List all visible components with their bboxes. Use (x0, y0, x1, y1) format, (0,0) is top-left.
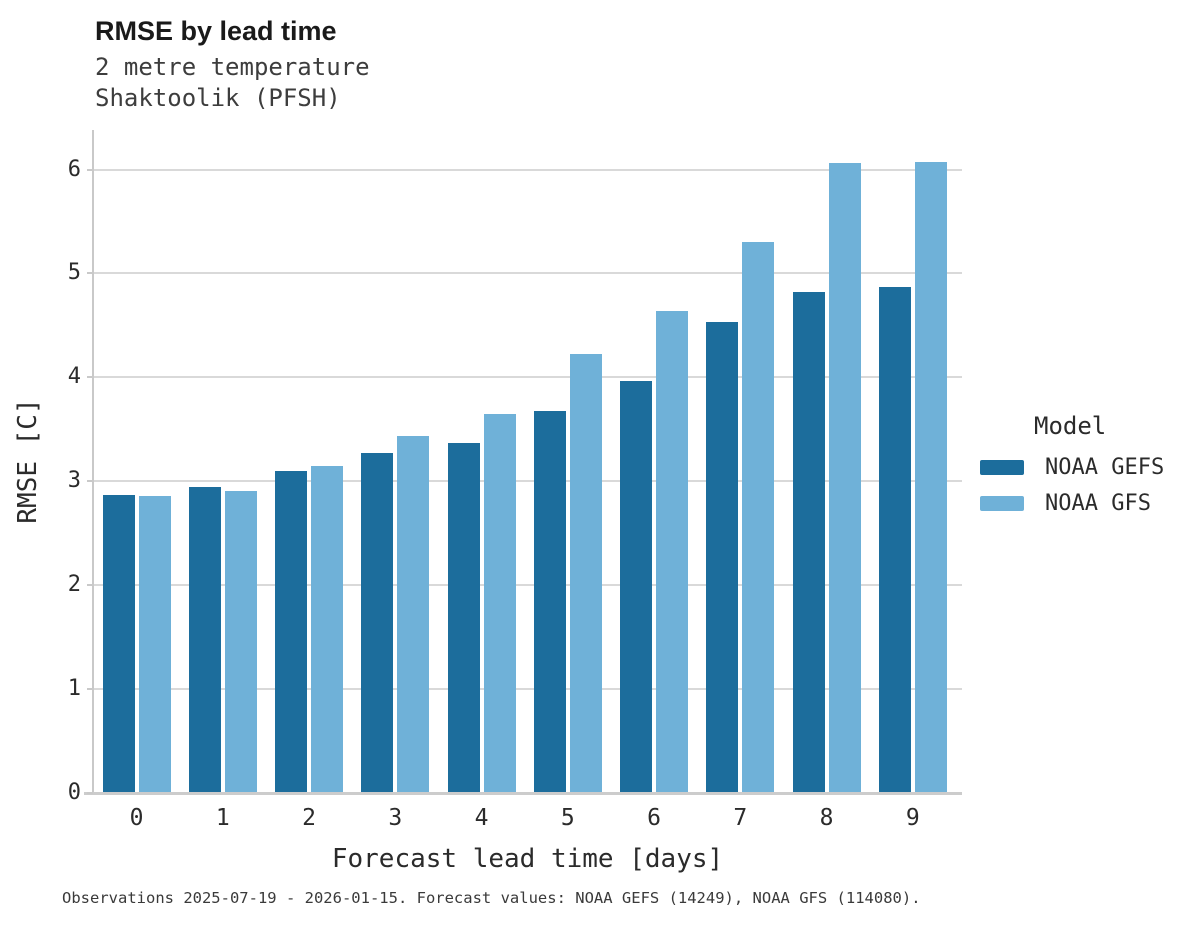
x-tick-label: 8 (819, 805, 834, 831)
bar-noaa-gfs-day9 (914, 162, 947, 793)
chart-subtitle: 2 metre temperature Shaktoolik (PFSH) (95, 52, 370, 114)
legend-swatch (980, 495, 1024, 511)
footer-note: Observations 2025-07-19 - 2026-01-15. Fo… (62, 889, 921, 907)
legend-item: NOAA GEFS (980, 454, 1180, 480)
bar-noaa-gfs-day5 (569, 354, 602, 793)
legend-title: Model (1034, 412, 1107, 440)
y-axis-tick (87, 272, 93, 275)
gridline (93, 272, 962, 275)
y-axis-tick (87, 480, 93, 483)
y-tick-label: 0 (67, 780, 81, 805)
bar-noaa-gefs-day0 (102, 494, 135, 793)
y-tick-label: 6 (67, 156, 81, 182)
chart-subtitle-line2: Shaktoolik (PFSH) (95, 84, 341, 112)
legend-items: NOAA GEFS NOAA GFS (980, 454, 1180, 516)
gridline (93, 168, 962, 171)
y-axis-line (92, 130, 94, 795)
y-axis-tick (87, 584, 93, 587)
bar-noaa-gfs-day1 (224, 490, 257, 793)
bar-noaa-gefs-day6 (620, 381, 652, 793)
x-axis-line (84, 792, 962, 795)
x-tick-label: 1 (215, 805, 230, 831)
gridline (93, 584, 962, 587)
bar-noaa-gfs-day0 (138, 495, 171, 793)
gridline (93, 688, 962, 691)
y-tick-label: 2 (67, 572, 81, 598)
bar-noaa-gefs-day9 (878, 286, 911, 793)
bar-noaa-gefs-day8 (792, 292, 825, 793)
x-tick-label: 2 (302, 805, 316, 831)
y-axis-tick (87, 792, 93, 794)
plot-area (84, 130, 962, 795)
chart-title: RMSE by lead time (95, 16, 337, 46)
bar-noaa-gefs-day3 (361, 453, 394, 793)
x-tick-label: 6 (647, 805, 661, 831)
bar-noaa-gefs-day4 (447, 442, 480, 793)
legend-swatch (980, 459, 1024, 475)
gridline (93, 480, 962, 483)
y-axis-tick (87, 376, 93, 379)
bar-noaa-gefs-day5 (533, 410, 566, 793)
x-tick-label: 5 (560, 805, 575, 831)
y-axis-labels: 0 1 2 3 4 5 6 (0, 130, 81, 804)
y-tick-label: 1 (67, 676, 81, 702)
y-axis-tick (87, 688, 93, 691)
bar-noaa-gfs-day3 (397, 435, 430, 793)
x-axis-title: Forecast lead time [days] (331, 844, 724, 874)
x-tick-label: 3 (388, 805, 403, 831)
gridline (93, 376, 962, 379)
y-tick-label: 3 (67, 468, 81, 494)
y-tick-label: 5 (67, 260, 81, 286)
x-tick-label: 7 (733, 805, 748, 831)
x-tick-label: 9 (905, 805, 920, 831)
bar-noaa-gefs-day1 (188, 487, 221, 793)
bar-noaa-gfs-day2 (311, 465, 343, 793)
x-tick-label: 4 (474, 805, 489, 831)
y-tick-label: 4 (67, 364, 81, 390)
bar-noaa-gefs-day2 (275, 470, 307, 793)
bar-noaa-gfs-day8 (828, 163, 861, 793)
legend-item-label: NOAA GFS (1045, 490, 1151, 516)
chart-subtitle-line1: 2 metre temperature (95, 53, 370, 81)
x-axis-labels: 0 1 2 3 4 5 6 7 8 9 (93, 805, 962, 837)
bar-noaa-gefs-day7 (706, 322, 739, 793)
x-tick-label: 0 (129, 805, 144, 831)
y-axis-tick (87, 168, 93, 171)
bar-noaa-gfs-day7 (742, 242, 775, 793)
legend-item: NOAA GFS (980, 490, 1180, 516)
legend: Model NOAA GEFS NOAA GFS (980, 412, 1180, 526)
legend-item-label: NOAA GEFS (1045, 454, 1165, 480)
bar-noaa-gfs-day6 (656, 310, 688, 793)
bar-noaa-gfs-day4 (483, 413, 516, 793)
